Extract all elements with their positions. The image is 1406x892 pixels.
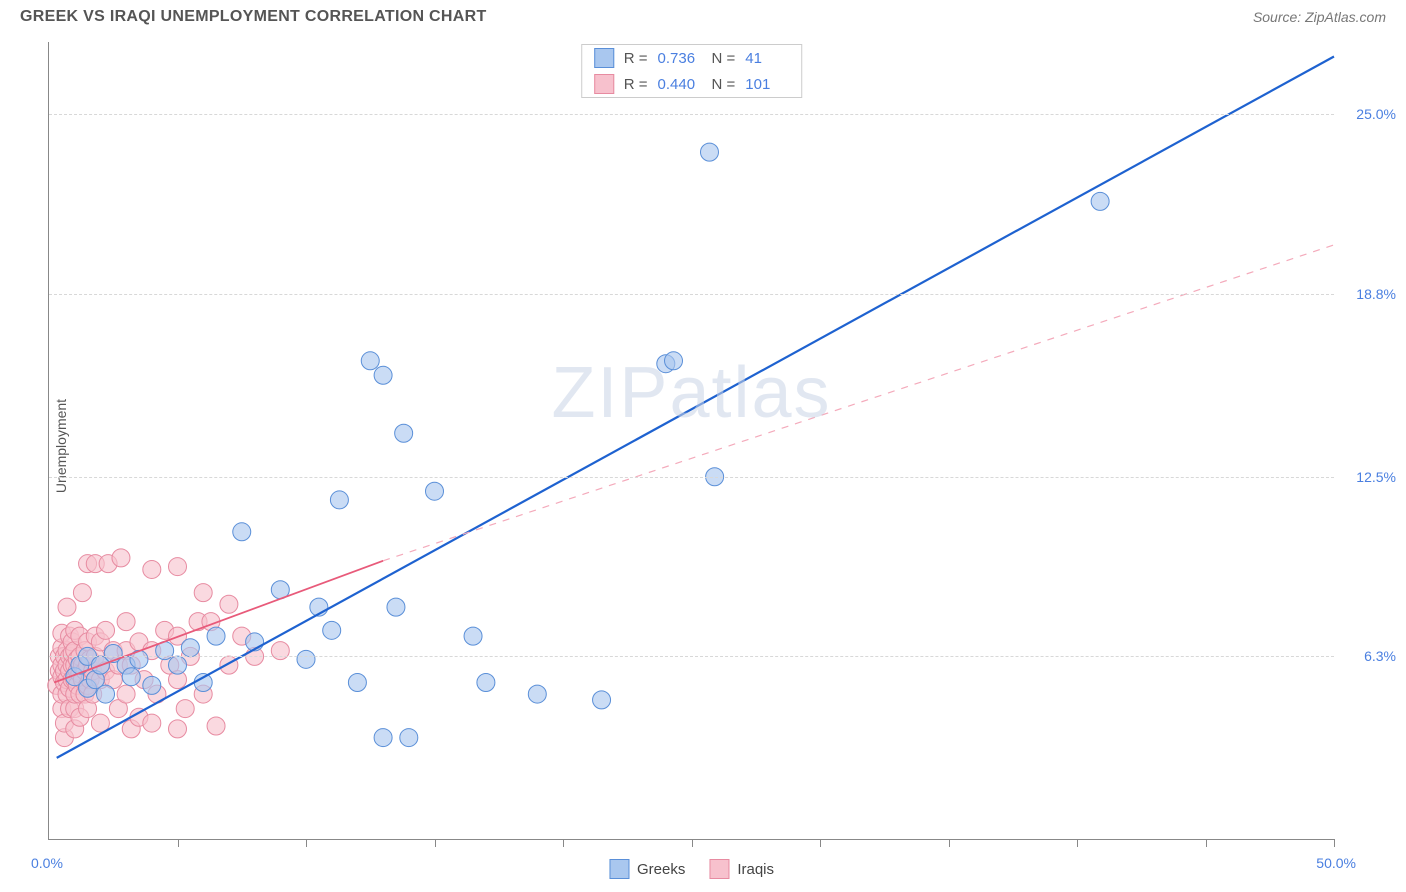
x-tick — [692, 839, 693, 847]
data-point — [220, 595, 238, 613]
data-point — [97, 685, 115, 703]
data-point — [143, 714, 161, 732]
legend-series: Greeks Iraqis — [609, 859, 774, 879]
data-point — [700, 143, 718, 161]
data-point — [528, 685, 546, 703]
swatch-greeks-icon — [609, 859, 629, 879]
data-point — [1091, 192, 1109, 210]
data-point — [73, 584, 91, 602]
swatch-iraqis — [594, 74, 614, 94]
data-point — [117, 613, 135, 631]
data-point — [169, 720, 187, 738]
data-point — [58, 598, 76, 616]
legend-label-iraqis: Iraqis — [737, 861, 774, 878]
swatch-greeks — [594, 48, 614, 68]
trend-line-iraqis-dash — [383, 245, 1334, 561]
data-point — [169, 558, 187, 576]
iraqis-n-value: 101 — [745, 76, 789, 93]
data-point — [387, 598, 405, 616]
x-tick — [178, 839, 179, 847]
data-point — [395, 424, 413, 442]
greeks-n-value: 41 — [745, 50, 789, 67]
x-tick — [563, 839, 564, 847]
trend-line-greeks — [57, 56, 1334, 757]
x-tick — [820, 839, 821, 847]
data-point — [330, 491, 348, 509]
data-point — [181, 639, 199, 657]
data-point — [593, 691, 611, 709]
data-point — [176, 700, 194, 718]
gridline — [49, 114, 1334, 115]
swatch-iraqis-icon — [709, 859, 729, 879]
data-point — [665, 352, 683, 370]
legend-stats: R = 0.736 N = 41 R = 0.440 N = 101 — [581, 44, 803, 98]
x-tick — [1077, 839, 1078, 847]
data-point — [348, 673, 366, 691]
gridline — [49, 477, 1334, 478]
data-point — [207, 717, 225, 735]
x-tick — [1334, 839, 1335, 847]
data-point — [323, 621, 341, 639]
data-point — [233, 523, 251, 541]
y-tick-label: 25.0% — [1356, 106, 1396, 122]
data-point — [361, 352, 379, 370]
data-point — [400, 729, 418, 747]
data-point — [117, 685, 135, 703]
legend-item-iraqis: Iraqis — [709, 859, 774, 879]
data-point — [297, 650, 315, 668]
data-point — [122, 668, 140, 686]
data-point — [426, 482, 444, 500]
chart-title: GREEK VS IRAQI UNEMPLOYMENT CORRELATION … — [20, 8, 487, 26]
data-point — [374, 366, 392, 384]
data-point — [143, 560, 161, 578]
source-attribution: Source: ZipAtlas.com — [1253, 9, 1386, 25]
legend-stats-row-greeks: R = 0.736 N = 41 — [582, 45, 802, 71]
y-tick-label: 12.5% — [1356, 469, 1396, 485]
y-tick-label: 18.8% — [1356, 286, 1396, 302]
gridline — [49, 294, 1334, 295]
data-point — [194, 584, 212, 602]
data-point — [112, 549, 130, 567]
data-point — [97, 621, 115, 639]
data-point — [477, 673, 495, 691]
y-tick-label: 6.3% — [1364, 648, 1396, 664]
legend-label-greeks: Greeks — [637, 861, 685, 878]
x-axis-max-label: 50.0% — [1316, 855, 1356, 871]
data-point — [464, 627, 482, 645]
iraqis-r-value: 0.440 — [658, 76, 702, 93]
scatter-chart: ZIPatlas R = 0.736 N = 41 R = 0.440 N = … — [48, 42, 1334, 840]
gridline — [49, 656, 1334, 657]
x-tick — [1206, 839, 1207, 847]
legend-stats-row-iraqis: R = 0.440 N = 101 — [582, 71, 802, 97]
data-point — [374, 729, 392, 747]
greeks-r-value: 0.736 — [658, 50, 702, 67]
x-axis-min-label: 0.0% — [31, 855, 63, 871]
data-point — [207, 627, 225, 645]
data-point — [169, 656, 187, 674]
x-tick — [435, 839, 436, 847]
x-tick — [949, 839, 950, 847]
plot-area — [49, 42, 1334, 839]
data-point — [143, 676, 161, 694]
legend-item-greeks: Greeks — [609, 859, 685, 879]
x-tick — [306, 839, 307, 847]
